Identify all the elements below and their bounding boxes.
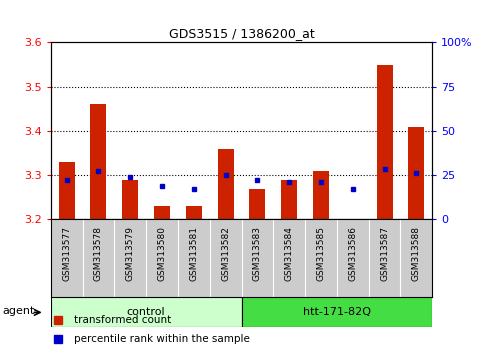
Bar (313, 171, 329, 219)
Text: GSM313586: GSM313586 (348, 226, 357, 281)
Bar (281, 180, 297, 219)
Text: GSM313588: GSM313588 (412, 226, 421, 281)
Bar (186, 206, 202, 219)
Text: control: control (127, 307, 165, 318)
Text: GSM313582: GSM313582 (221, 226, 230, 281)
Bar (218, 149, 234, 219)
Bar (58, 162, 74, 219)
Bar (249, 189, 265, 219)
Title: GDS3515 / 1386200_at: GDS3515 / 1386200_at (169, 27, 314, 40)
Bar (409, 127, 425, 219)
Text: GSM313577: GSM313577 (62, 226, 71, 281)
Text: htt-171-82Q: htt-171-82Q (303, 307, 371, 318)
Text: GSM313579: GSM313579 (126, 226, 135, 281)
Text: GSM313585: GSM313585 (316, 226, 326, 281)
Text: GSM313578: GSM313578 (94, 226, 103, 281)
Bar (90, 104, 106, 219)
Text: GSM313587: GSM313587 (380, 226, 389, 281)
Text: agent: agent (2, 306, 35, 316)
Bar (377, 65, 393, 219)
Text: GSM313583: GSM313583 (253, 226, 262, 281)
Bar (242, 297, 432, 327)
Text: GSM313581: GSM313581 (189, 226, 199, 281)
Text: transformed count: transformed count (73, 315, 171, 325)
Bar (51, 297, 242, 327)
Text: GSM313584: GSM313584 (284, 226, 294, 281)
Text: GSM313580: GSM313580 (157, 226, 167, 281)
Text: percentile rank within the sample: percentile rank within the sample (73, 333, 250, 344)
Bar (122, 180, 138, 219)
Bar (154, 206, 170, 219)
